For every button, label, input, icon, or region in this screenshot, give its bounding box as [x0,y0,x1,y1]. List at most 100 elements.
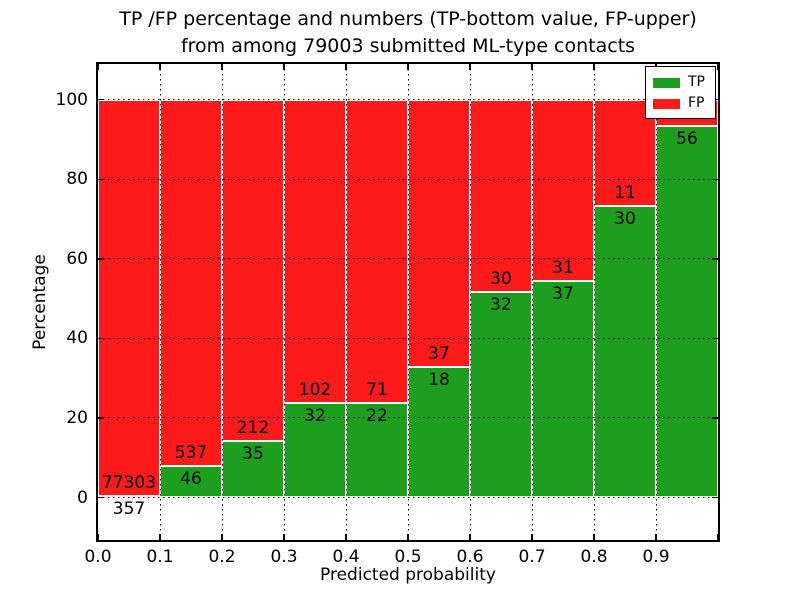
tp-bar-segment [532,281,594,498]
tp-legend-label: TP [688,74,705,90]
tp-count-label: 32 [304,405,326,426]
fp-count-label: 71 [366,380,388,401]
y-tick-mark-right [712,417,718,419]
x-tick-label: 0.1 [146,547,174,567]
vertical-gridline [345,64,347,540]
plot-area: 77303 357 537 46 212 35 102 32 71 22 37 18 30 32 31 37 1… [96,62,720,542]
tp-count-label: 35 [242,444,264,465]
tp-bar-segment [346,403,408,498]
x-tick-mark-bottom [407,534,409,540]
horizontal-gridline [98,497,718,498]
fp-count-label: 30 [490,269,512,290]
vertical-gridline [655,64,657,540]
y-tick-mark-left [98,98,104,101]
tp-count-label: 30 [614,209,636,230]
vertical-gridline [159,64,161,540]
tp-count-label: 37 [552,284,574,305]
fp-count-label: 77303 [101,472,157,493]
fp-count-label: 31 [552,258,574,279]
vertical-gridline [407,64,409,540]
x-tick-mark-top [469,64,471,70]
x-tick-mark-bottom [593,534,595,540]
fp-count-label: 102 [298,379,332,400]
tp-bar-segment [656,126,718,498]
legend-item-tp: TP [653,75,707,90]
y-tick-mark-left [98,496,104,499]
fp-bar-segment [532,99,594,282]
y-tick-mark-left [98,178,104,181]
x-tick-label: 0.3 [270,547,298,567]
fp-bar-segment [222,99,284,442]
horizontal-gridline [98,337,718,339]
chart-title: TP /FP percentage and numbers (TP-bottom… [88,6,728,60]
fp-bar-segment [408,99,470,368]
fp-bar-segment [98,99,160,496]
x-axis-label: Predicted probability [320,565,496,585]
horizontal-gridline [98,99,718,101]
chart-title-line1: TP /FP percentage and numbers (TP-bottom… [119,8,697,30]
legend: TP FP [645,66,716,119]
plot-content: 77303 357 537 46 212 35 102 32 71 22 37 18 30 32 31 37 1… [98,64,718,540]
x-tick-mark-top [98,64,99,70]
y-tick-mark-right [712,178,718,181]
horizontal-gridline [98,258,718,260]
fp-legend-swatch [653,98,680,109]
x-tick-mark-bottom [283,534,285,540]
x-tick-mark-top [221,64,223,70]
x-tick-mark-bottom [717,534,718,540]
horizontal-gridline [98,178,718,180]
x-tick-label: 0.5 [394,547,422,567]
tp-count-label: 357 [112,498,146,519]
stacked-bar-bin-0.2 [222,99,284,498]
fp-count-label: 11 [614,183,636,204]
x-tick-label: 0.7 [518,547,546,567]
horizontal-gridline [98,417,718,419]
vertical-gridline [283,64,285,540]
fp-count-label: 37 [428,344,450,365]
x-tick-label: 0.0 [84,547,112,567]
x-tick-mark-top [717,64,718,70]
tp-bar-segment [594,206,656,498]
stacked-bar-bin-0.9 [656,99,718,498]
y-tick-mark-right [712,496,718,499]
x-tick-mark-bottom [655,534,657,540]
tp-count-label: 22 [366,406,388,427]
stacked-bar-bin-0.4 [346,99,408,498]
tp-count-label: 56 [676,129,698,150]
tp-bar-segment [470,292,532,498]
vertical-gridline [469,64,471,540]
x-tick-mark-bottom [469,534,471,540]
stacked-bar-bin-0.0 [98,99,160,498]
x-tick-mark-bottom [98,534,99,540]
x-tick-mark-bottom [345,534,347,540]
y-tick-label: 0 [77,487,88,508]
x-tick-mark-bottom [159,534,161,540]
tp-count-label: 18 [428,370,450,391]
stacked-bar-bin-0.5 [408,99,470,498]
fp-bar-segment [284,99,346,403]
legend-item-fp: FP [653,96,707,111]
vertical-gridline [593,64,595,540]
x-tick-mark-bottom [221,534,223,540]
y-tick-label: 100 [55,89,88,110]
x-tick-mark-top [345,64,347,70]
x-tick-mark-bottom [531,534,533,540]
vertical-gridline [531,64,533,540]
x-tick-mark-top [159,64,161,70]
y-axis-label: Percentage [30,254,50,350]
x-tick-mark-top [407,64,409,70]
fp-count-label: 212 [236,418,270,439]
x-tick-mark-top [593,64,595,70]
fp-bar-segment [346,99,408,404]
fp-bar-segment [470,99,532,293]
fp-legend-label: FP [688,95,705,111]
y-tick-mark-left [98,258,104,260]
tp-bar-segment [408,367,470,498]
tp-count-label: 32 [490,295,512,316]
stacked-bar-bin-0.7 [532,99,594,498]
y-tick-label: 20 [66,407,88,428]
vertical-gridline [221,64,223,540]
y-tick-mark-right [712,258,718,260]
x-tick-label: 0.9 [642,547,670,567]
